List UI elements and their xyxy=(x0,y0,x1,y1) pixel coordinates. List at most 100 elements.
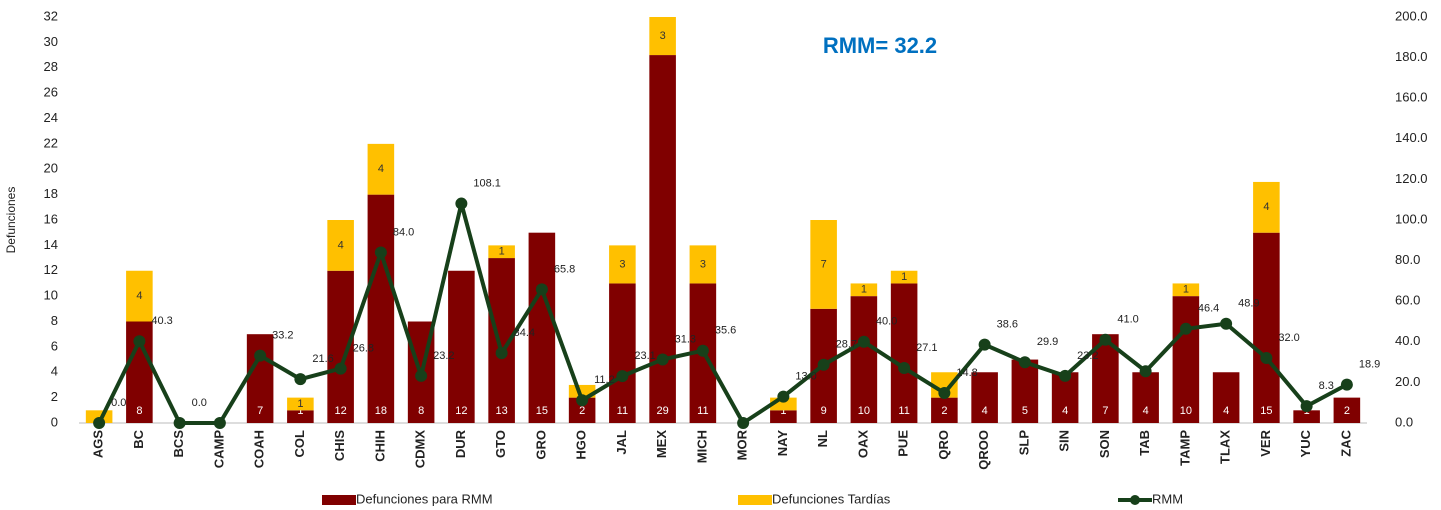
data-label: 2 xyxy=(1344,405,1350,417)
data-label: 40.0 xyxy=(876,316,897,328)
data-label: 4 xyxy=(982,405,988,417)
bar-segment xyxy=(1253,181,1280,233)
data-label: 13.0 xyxy=(795,371,816,383)
bar-segment xyxy=(1333,397,1361,423)
x-tick-label: VER xyxy=(1258,429,1273,456)
data-label: 40.3 xyxy=(151,315,172,327)
line-marker xyxy=(1179,322,1192,335)
data-label: 18 xyxy=(375,405,387,417)
x-tick-label: DUR xyxy=(453,429,468,458)
bar-segment xyxy=(931,397,958,423)
data-label: 4 xyxy=(1062,405,1068,417)
y2-tick-label: 20.0 xyxy=(1395,374,1420,389)
line-marker xyxy=(495,347,508,360)
line-marker xyxy=(1260,352,1273,365)
data-label: 23.1 xyxy=(634,350,655,362)
y2-tick-label: 0.0 xyxy=(1395,414,1413,429)
data-label: 28.7 xyxy=(836,339,857,351)
data-label: 108.1 xyxy=(473,177,501,189)
legend-label: Defunciones Tardías xyxy=(772,491,891,506)
data-label: 3 xyxy=(700,258,706,270)
x-tick-label: OAX xyxy=(855,430,870,459)
line xyxy=(97,201,1348,425)
y-tick-label: 28 xyxy=(44,59,58,74)
x-tick-label: PUE xyxy=(896,430,911,457)
bar-segment xyxy=(850,296,878,423)
bar-segment xyxy=(1212,372,1240,423)
line-marker xyxy=(415,369,428,382)
data-label: 10 xyxy=(858,405,870,417)
x-tick-label: SIN xyxy=(1057,430,1072,452)
x-tick-label: COL xyxy=(292,430,307,458)
data-label: 3 xyxy=(660,30,666,42)
data-label: 4 xyxy=(378,163,384,175)
x-tick-label: MICH xyxy=(694,430,709,463)
x-tick-label: CDMX xyxy=(413,430,428,469)
y-tick-label: 30 xyxy=(44,34,58,49)
data-label: 9 xyxy=(821,405,827,417)
data-label: 0.0 xyxy=(192,397,207,409)
data-label: 65.8 xyxy=(554,263,575,275)
bar-segment xyxy=(1293,410,1320,423)
data-label: 23.2 xyxy=(1077,350,1098,362)
x-tick-label: NL xyxy=(815,430,830,447)
bar-segment xyxy=(971,372,998,423)
x-tick-label: QROO xyxy=(976,430,991,470)
data-label: 29.9 xyxy=(1037,336,1058,348)
line-marker xyxy=(294,373,307,386)
x-tick-label: CAMP xyxy=(211,430,226,469)
bar-segment xyxy=(287,410,314,423)
data-label: 11 xyxy=(898,405,909,417)
bar-segment xyxy=(1172,283,1200,297)
data-label: 2 xyxy=(941,405,947,417)
data-label: 10 xyxy=(1180,405,1192,417)
data-label: 15 xyxy=(536,405,548,417)
y-tick-label: 32 xyxy=(44,8,58,23)
line-marker xyxy=(213,417,226,429)
y-tick-label: 12 xyxy=(44,262,58,277)
line-marker xyxy=(1018,356,1031,369)
y2-tick-label: 140.0 xyxy=(1395,130,1428,145)
bar-segment xyxy=(246,334,274,423)
data-label: 0.0 xyxy=(111,397,126,409)
data-label: 3 xyxy=(619,258,625,270)
x-tick-label: BCS xyxy=(171,430,186,458)
bar-segment xyxy=(367,143,395,195)
data-label: 1 xyxy=(1183,284,1189,296)
line-marker xyxy=(455,197,468,210)
line-marker xyxy=(857,335,870,348)
y-tick-label: 22 xyxy=(44,135,58,150)
y-tick-label: 4 xyxy=(51,364,58,379)
data-label: 8 xyxy=(136,405,142,417)
line-marker xyxy=(254,349,267,362)
line-marker xyxy=(334,362,347,375)
legend-swatch xyxy=(1130,495,1140,505)
y2-tick-label: 80.0 xyxy=(1395,252,1420,267)
bar-segment xyxy=(327,220,354,271)
y-axis-title: Defunciones xyxy=(4,187,18,254)
x-tick-label: NAY xyxy=(775,430,790,457)
data-label: 7 xyxy=(1102,405,1108,417)
line-marker xyxy=(1300,400,1313,413)
data-label: 14.8 xyxy=(956,367,977,379)
data-label: 1 xyxy=(297,405,303,417)
line-marker xyxy=(1220,317,1233,330)
data-label: 1 xyxy=(297,398,303,410)
y-tick-label: 26 xyxy=(44,85,58,100)
bar-segment xyxy=(890,283,918,423)
data-label: 33.2 xyxy=(272,330,293,342)
data-label: 11.2 xyxy=(594,374,615,386)
line-marker xyxy=(1059,369,1072,382)
legend-label: Defunciones para RMM xyxy=(356,491,493,506)
line-marker xyxy=(1099,333,1112,346)
y2-tick-label: 100.0 xyxy=(1395,211,1428,226)
bar-segment xyxy=(488,245,515,259)
data-label: 8 xyxy=(418,405,424,417)
data-label: 84.0 xyxy=(393,226,414,238)
data-label: 8.3 xyxy=(1319,380,1334,392)
data-label: 32.0 xyxy=(1278,332,1299,344)
data-label: 11 xyxy=(697,405,708,417)
line-marker xyxy=(898,361,911,374)
line-marker xyxy=(93,417,106,429)
x-tick-label: COAH xyxy=(252,430,267,468)
